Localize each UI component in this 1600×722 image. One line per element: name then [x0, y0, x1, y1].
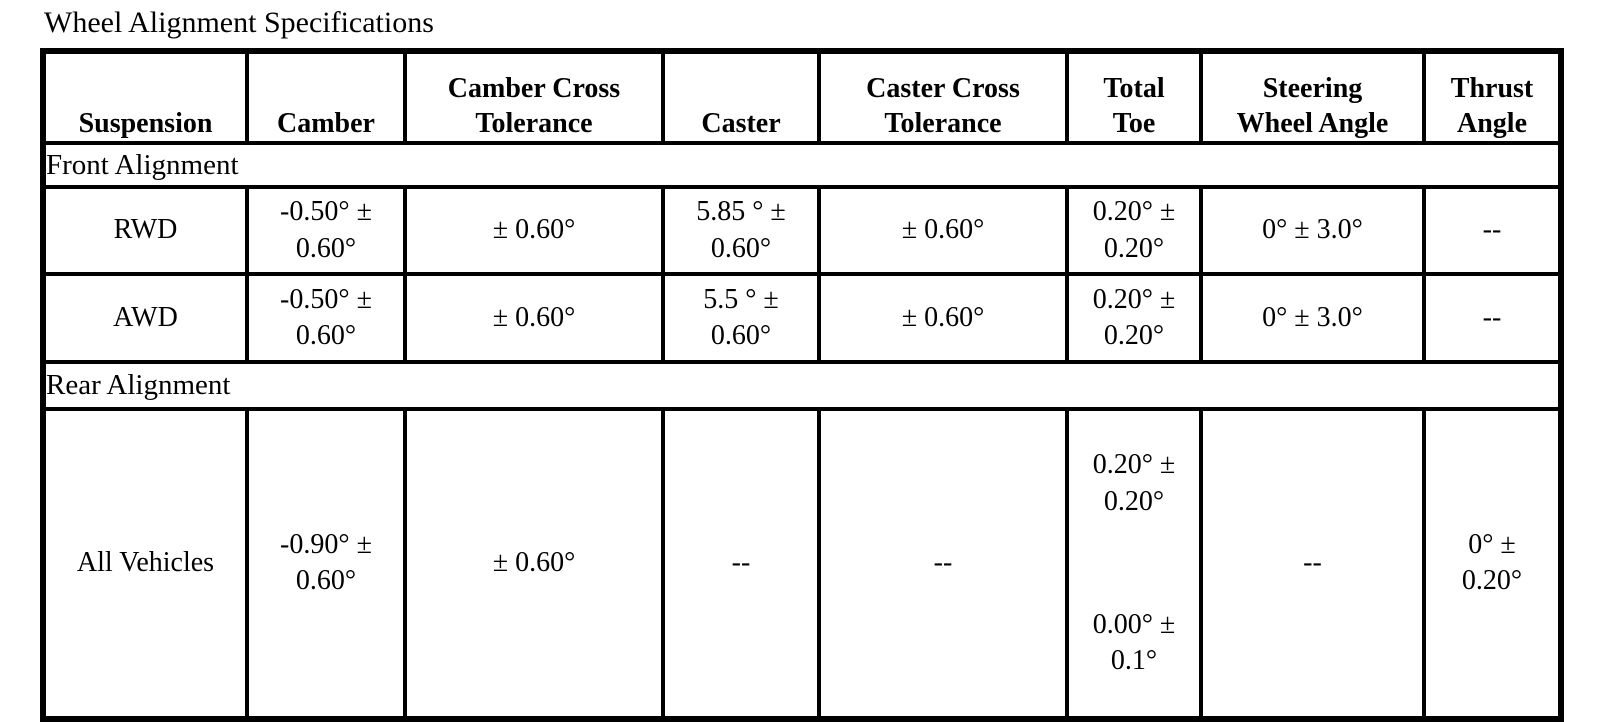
cell-all-vehicles-caster-cross-tolerance: -- — [817, 407, 1069, 721]
col-header-caster-cross-tolerance: Caster Cross Tolerance — [817, 49, 1069, 145]
section-label-front-alignment: Front Alignment — [41, 141, 1563, 189]
cell-all-vehicles-camber: -0.90° ± 0.60° — [245, 407, 407, 721]
total-toe-value-2: 0.00° ± 0.1° — [1092, 608, 1176, 676]
cell-rwd-camber-cross-tolerance: ± 0.60° — [403, 185, 665, 276]
cell-awd-steering-wheel-angle: 0° ± 3.0° — [1199, 272, 1426, 364]
col-header-suspension: Suspension — [41, 49, 249, 145]
table-row-rwd: RWD -0.50° ± 0.60° ± 0.60° 5.85 ° ± 0.60… — [41, 185, 1563, 276]
wheel-alignment-table: Suspension Camber Camber Cross Tolerance… — [40, 48, 1564, 722]
col-header-thrust-angle: Thrust Angle — [1422, 49, 1563, 145]
cell-rwd-suspension: RWD — [41, 185, 249, 276]
cell-awd-camber: -0.50° ± 0.60° — [245, 272, 407, 364]
col-header-caster: Caster — [661, 49, 821, 145]
cell-awd-camber-cross-tolerance: ± 0.60° — [403, 272, 665, 364]
cell-awd-caster-cross-tolerance: ± 0.60° — [817, 272, 1069, 364]
total-toe-value-1: 0.20° ± 0.20° — [1092, 449, 1176, 517]
cell-rwd-thrust-angle: -- — [1422, 185, 1563, 276]
cell-rwd-steering-wheel-angle: 0° ± 3.0° — [1199, 185, 1426, 276]
table-row-all-vehicles: All Vehicles -0.90° ± 0.60° ± 0.60° -- -… — [41, 407, 1563, 721]
cell-rwd-caster: 5.85 ° ± 0.60° — [661, 185, 821, 276]
cell-all-vehicles-thrust-angle: 0° ± 0.20° — [1422, 407, 1563, 721]
section-row-front-alignment: Front Alignment — [41, 141, 1563, 189]
cell-rwd-caster-cross-tolerance: ± 0.60° — [817, 185, 1069, 276]
cell-all-vehicles-steering-wheel-angle: -- — [1199, 407, 1426, 721]
cell-awd-caster: 5.5 ° ± 0.60° — [661, 272, 821, 364]
col-header-total-toe: Total Toe — [1065, 49, 1203, 145]
col-header-camber: Camber — [245, 49, 407, 145]
cell-rwd-camber: -0.50° ± 0.60° — [245, 185, 407, 276]
col-header-camber-cross-tolerance: Camber Cross Tolerance — [403, 49, 665, 145]
cell-awd-total-toe: 0.20° ± 0.20° — [1065, 272, 1203, 364]
cell-all-vehicles-suspension: All Vehicles — [41, 407, 249, 721]
cell-all-vehicles-camber-cross-tolerance: ± 0.60° — [403, 407, 665, 721]
document-page: Wheel Alignment Specifications Suspensio… — [40, 6, 1564, 722]
col-header-steering-wheel-angle: Steering Wheel Angle — [1199, 49, 1426, 145]
section-label-rear-alignment: Rear Alignment — [41, 360, 1563, 411]
cell-awd-thrust-angle: -- — [1422, 272, 1563, 364]
table-row-awd: AWD -0.50° ± 0.60° ± 0.60° 5.5 ° ± 0.60°… — [41, 272, 1563, 364]
header-row: Suspension Camber Camber Cross Tolerance… — [41, 49, 1563, 145]
cell-awd-suspension: AWD — [41, 272, 249, 364]
section-row-rear-alignment: Rear Alignment — [41, 360, 1563, 411]
cell-all-vehicles-caster: -- — [661, 407, 821, 721]
cell-rwd-total-toe: 0.20° ± 0.20° — [1065, 185, 1203, 276]
page-title: Wheel Alignment Specifications — [44, 6, 434, 39]
cell-all-vehicles-total-toe: 0.20° ± 0.20° 0.00° ± 0.1° — [1065, 407, 1203, 721]
